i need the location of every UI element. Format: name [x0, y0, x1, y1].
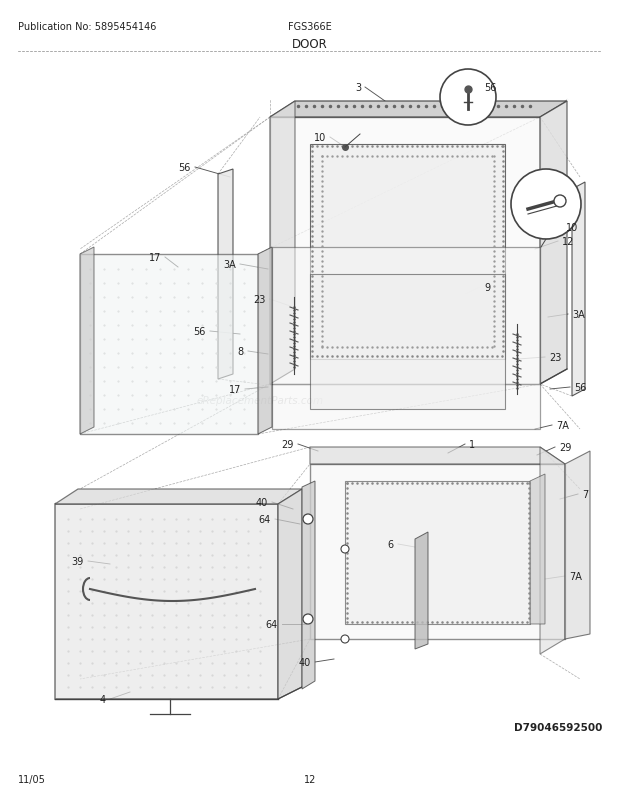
Polygon shape	[310, 274, 505, 410]
Circle shape	[511, 170, 581, 240]
Polygon shape	[310, 145, 505, 359]
Polygon shape	[310, 464, 565, 639]
Text: 7A: 7A	[556, 420, 569, 431]
Text: 56: 56	[193, 326, 206, 337]
Polygon shape	[540, 448, 565, 654]
Circle shape	[341, 545, 349, 553]
Text: 1: 1	[469, 439, 475, 449]
Text: 29: 29	[281, 439, 294, 449]
Text: 8: 8	[238, 346, 244, 357]
Polygon shape	[270, 102, 567, 118]
Polygon shape	[302, 481, 315, 689]
Polygon shape	[270, 102, 295, 384]
Polygon shape	[415, 533, 428, 649]
Circle shape	[341, 635, 349, 643]
Polygon shape	[55, 489, 302, 504]
Polygon shape	[540, 102, 567, 384]
Text: 17: 17	[229, 384, 241, 395]
Text: 40: 40	[255, 497, 268, 508]
Text: 64: 64	[259, 514, 271, 525]
Text: 10: 10	[314, 133, 326, 143]
Polygon shape	[270, 118, 540, 384]
Text: 6: 6	[388, 539, 394, 549]
Text: 12: 12	[562, 237, 574, 247]
Text: 56: 56	[179, 163, 191, 172]
Text: 29: 29	[559, 443, 572, 452]
Text: 3A: 3A	[223, 260, 236, 269]
Text: DOOR: DOOR	[292, 38, 328, 51]
Text: 40: 40	[299, 657, 311, 667]
Polygon shape	[55, 504, 278, 699]
Text: 56: 56	[484, 83, 497, 93]
Text: eReplacementParts.com: eReplacementParts.com	[197, 396, 324, 406]
Text: 4: 4	[100, 695, 106, 704]
Text: 11/05: 11/05	[18, 774, 46, 784]
Polygon shape	[80, 255, 258, 435]
Polygon shape	[272, 248, 540, 429]
Text: 23: 23	[549, 353, 561, 363]
Text: 3: 3	[355, 83, 361, 93]
Text: 23: 23	[254, 294, 266, 305]
Circle shape	[554, 196, 566, 208]
Polygon shape	[218, 170, 233, 379]
Text: 39: 39	[72, 557, 84, 566]
Circle shape	[303, 514, 313, 525]
Text: 17: 17	[149, 253, 161, 263]
Polygon shape	[530, 475, 545, 624]
Circle shape	[440, 70, 496, 126]
Text: 56: 56	[574, 383, 587, 392]
Polygon shape	[310, 448, 565, 464]
Polygon shape	[278, 489, 302, 699]
Polygon shape	[572, 183, 585, 396]
Text: D79046592500: D79046592500	[513, 722, 602, 732]
Polygon shape	[345, 481, 530, 624]
Text: Publication No: 5895454146: Publication No: 5895454146	[18, 22, 156, 32]
Text: 64: 64	[266, 619, 278, 630]
Polygon shape	[80, 248, 94, 435]
Text: 10: 10	[566, 223, 578, 233]
Text: 3A: 3A	[572, 310, 585, 320]
Text: 12: 12	[304, 774, 316, 784]
Text: 7: 7	[582, 489, 588, 500]
Polygon shape	[565, 452, 590, 639]
Circle shape	[303, 614, 313, 624]
Polygon shape	[258, 248, 272, 435]
Text: 9: 9	[484, 282, 490, 293]
Text: FGS366E: FGS366E	[288, 22, 332, 32]
Text: 7A: 7A	[569, 571, 582, 581]
